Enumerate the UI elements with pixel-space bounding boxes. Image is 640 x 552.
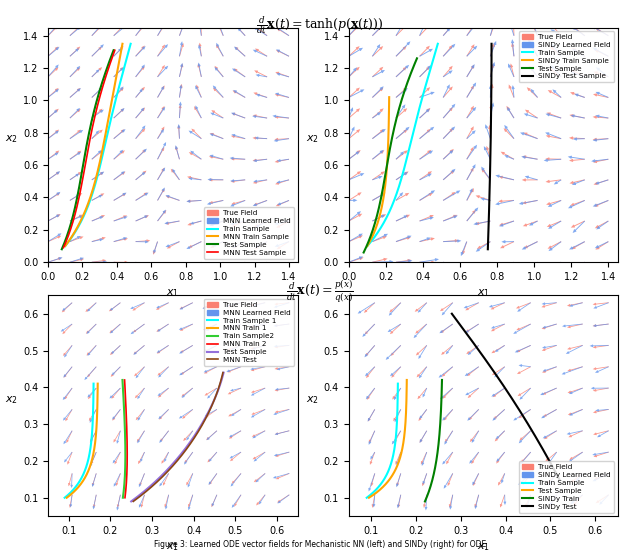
Text: $\frac{d}{dt}\mathbf{x}(t) = \frac{p(x)}{q(x)}$: $\frac{d}{dt}\mathbf{x}(t) = \frac{p(x)}… <box>286 279 354 305</box>
Text: Figure 3: Learned ODE vector fields for Mechanistic NN (left) and SINDy (right) : Figure 3: Learned ODE vector fields for … <box>154 540 486 549</box>
X-axis label: $x_1$: $x_1$ <box>166 288 179 299</box>
Y-axis label: $x_2$: $x_2$ <box>5 394 19 406</box>
X-axis label: $x_1$: $x_1$ <box>477 288 490 299</box>
X-axis label: $x_1$: $x_1$ <box>477 542 490 552</box>
Y-axis label: $x_2$: $x_2$ <box>306 133 319 145</box>
Legend: True Field, MNN Learned Field, Train Sample 1, MNN Train 1, Train Sample2, MNN T: True Field, MNN Learned Field, Train Sam… <box>204 299 294 366</box>
Y-axis label: $x_2$: $x_2$ <box>306 394 319 406</box>
Legend: True Field, SINDy Learned Field, Train Sample, SINDy Train Sample, Test Sample, : True Field, SINDy Learned Field, Train S… <box>519 31 614 82</box>
Legend: True Field, SINDy Learned Field, Train Sample, Test Sample, SINDy Train, SINDy T: True Field, SINDy Learned Field, Train S… <box>519 461 614 512</box>
Y-axis label: $x_2$: $x_2$ <box>5 133 19 145</box>
Text: $\frac{d}{dt}\mathbf{x}(t) = \tanh(p(\mathbf{x}(t)))$: $\frac{d}{dt}\mathbf{x}(t) = \tanh(p(\ma… <box>256 14 384 36</box>
Legend: True Field, MNN Learned Field, Train Sample, MNN Train Sample, Test Sample, MNN : True Field, MNN Learned Field, Train Sam… <box>204 208 294 258</box>
X-axis label: $x_1$: $x_1$ <box>166 542 179 552</box>
